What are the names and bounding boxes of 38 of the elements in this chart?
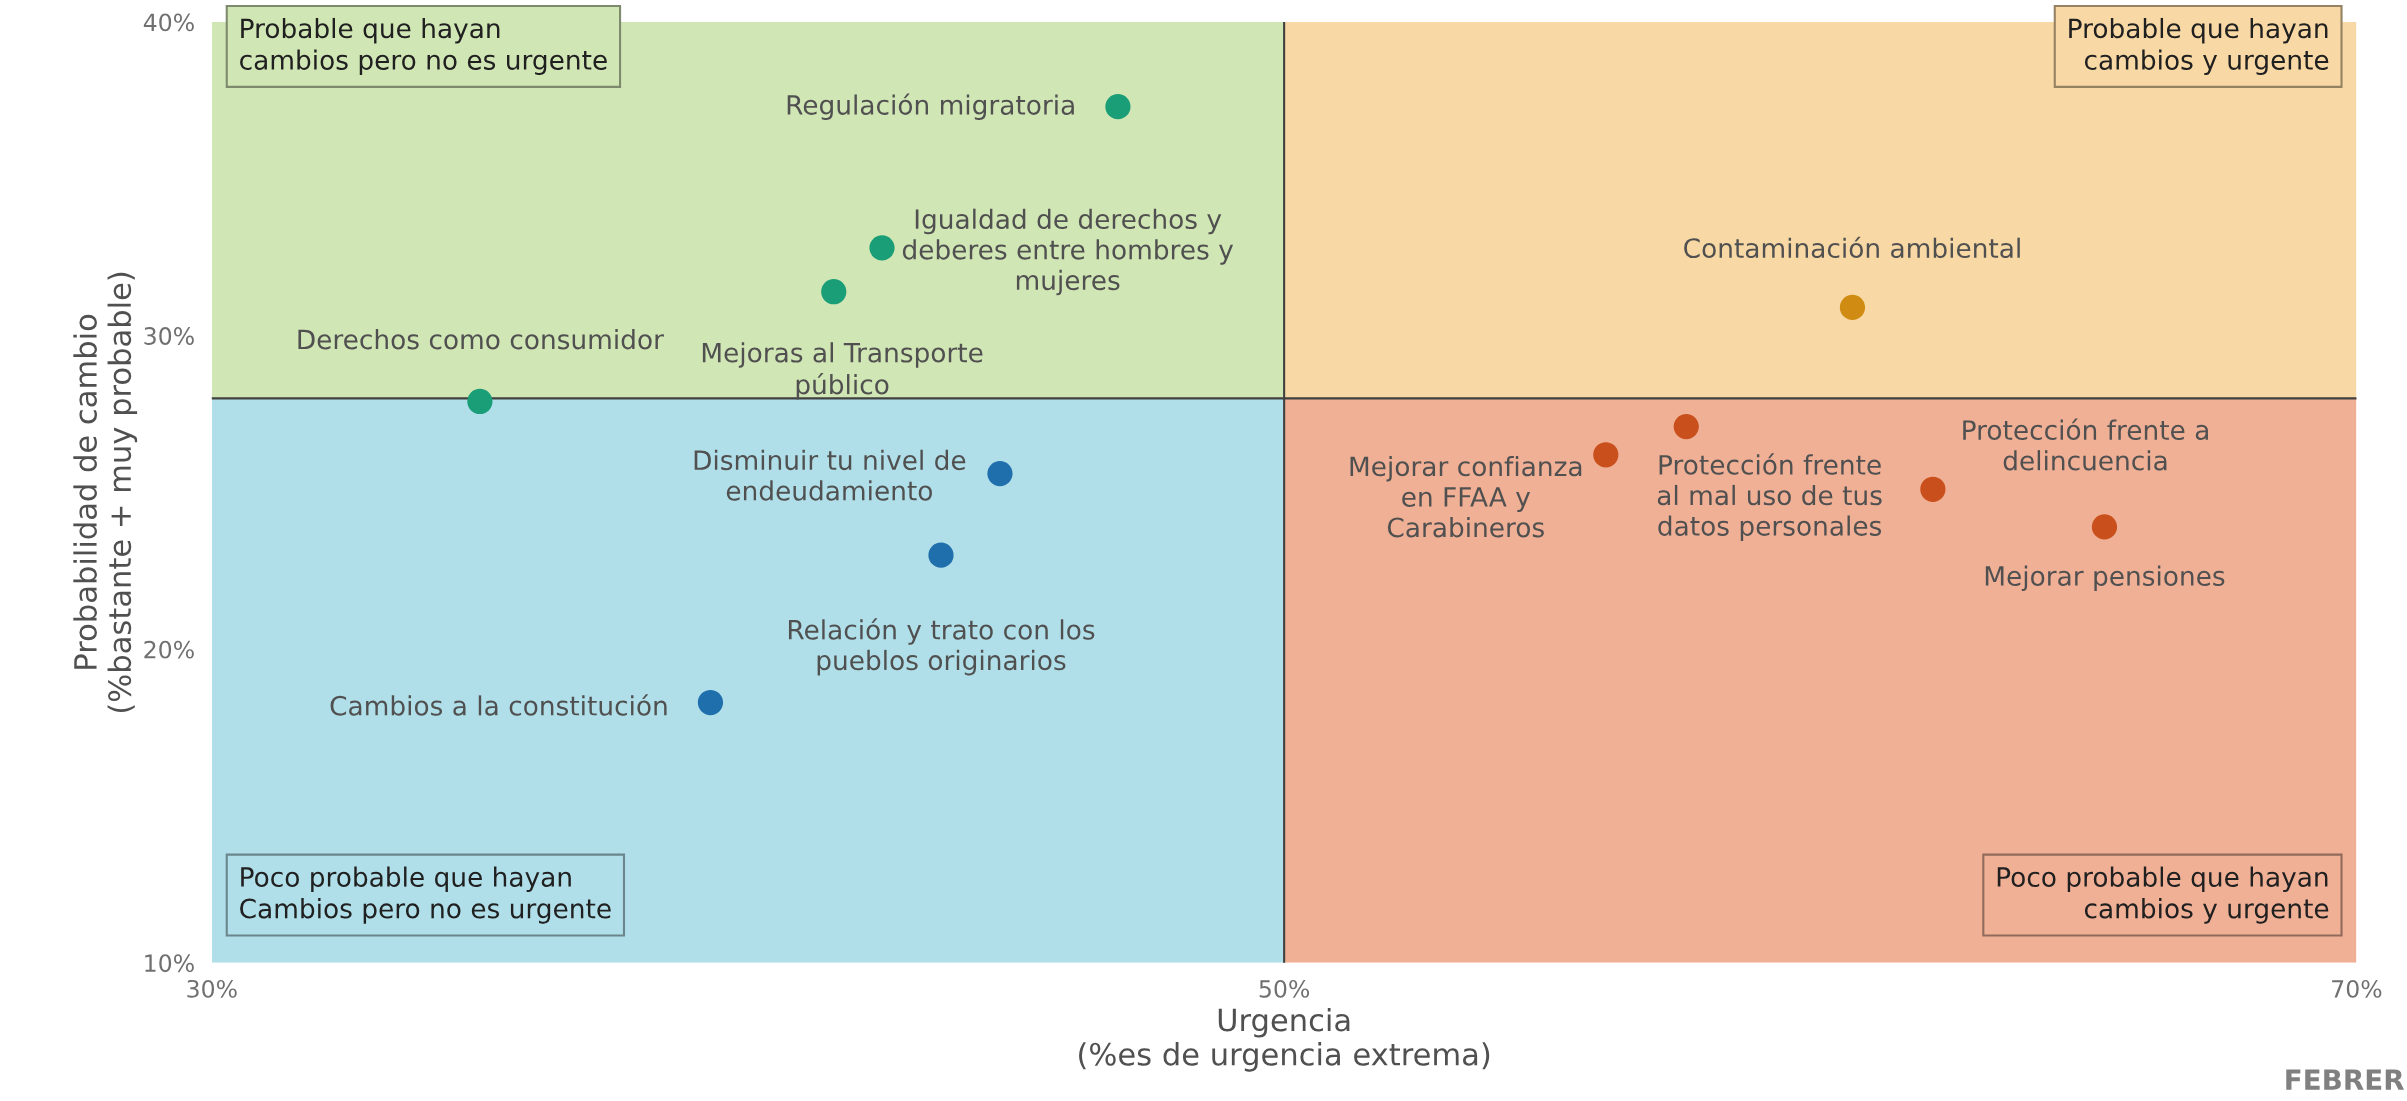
point <box>821 279 847 305</box>
data-label: Relación y trato con los pueblos originarios <box>788 618 1095 676</box>
y-tick-label: 20% <box>144 640 194 659</box>
data-label: Mejorar pensiones <box>1985 565 2225 592</box>
point <box>697 689 724 716</box>
data-label: Contaminación ambiental <box>1684 236 2020 259</box>
data-label: Derechos como consumidor <box>298 328 664 350</box>
point <box>928 542 954 568</box>
x-tick-label: 30% <box>187 979 237 998</box>
text: FEBRER <box>2286 1069 2405 1090</box>
data-label: Mejoras al Transporte público <box>702 342 983 400</box>
band-label: Poco probable que hayan Cambios pero no es urgente <box>240 866 611 924</box>
data-label: Protección frente a delincuencia <box>1963 418 2208 471</box>
point <box>467 388 493 415</box>
band-label: Poco probable que hayan cambios y urgente <box>1997 866 2329 924</box>
y-tick-label: 40% <box>143 13 194 32</box>
data-label: Cambios a la constitución <box>330 694 667 716</box>
x-tick-label: 50% <box>1259 979 1310 998</box>
band-label: Probable que hayan cambios y urgente <box>2069 17 2329 76</box>
point <box>1673 413 1699 440</box>
point <box>1920 476 1946 502</box>
x-tick-label: 70% <box>2332 979 2382 998</box>
point <box>2091 514 2118 540</box>
point <box>987 460 1013 487</box>
x-axis-title: Urgencia (%es de urgencia extrema) <box>1079 1007 1490 1072</box>
data-label: Regulación migratoria <box>787 93 1074 120</box>
point <box>869 235 895 261</box>
data-label: Mejorar confianza en FFAA y Carabineros <box>1350 455 1582 538</box>
data-label: Igualdad de derechos y deberes entre hombres y mujeres <box>902 208 1234 296</box>
point <box>1593 442 1619 468</box>
band-label: Probable que hayan cambios pero no es urgente <box>240 17 607 76</box>
point <box>1839 294 1866 321</box>
data-label: Disminuir tu nivel de endeudamiento <box>694 449 966 501</box>
point <box>1105 94 1131 120</box>
y-tick-label: 10% <box>145 954 194 973</box>
y-tick-label: 30% <box>144 327 194 345</box>
data-label: Protección frente al mal uso de tus datos personales <box>1657 453 1882 541</box>
y-axis-title: Probabilidad de cambio (%bastante + muy probable) <box>73 272 138 713</box>
